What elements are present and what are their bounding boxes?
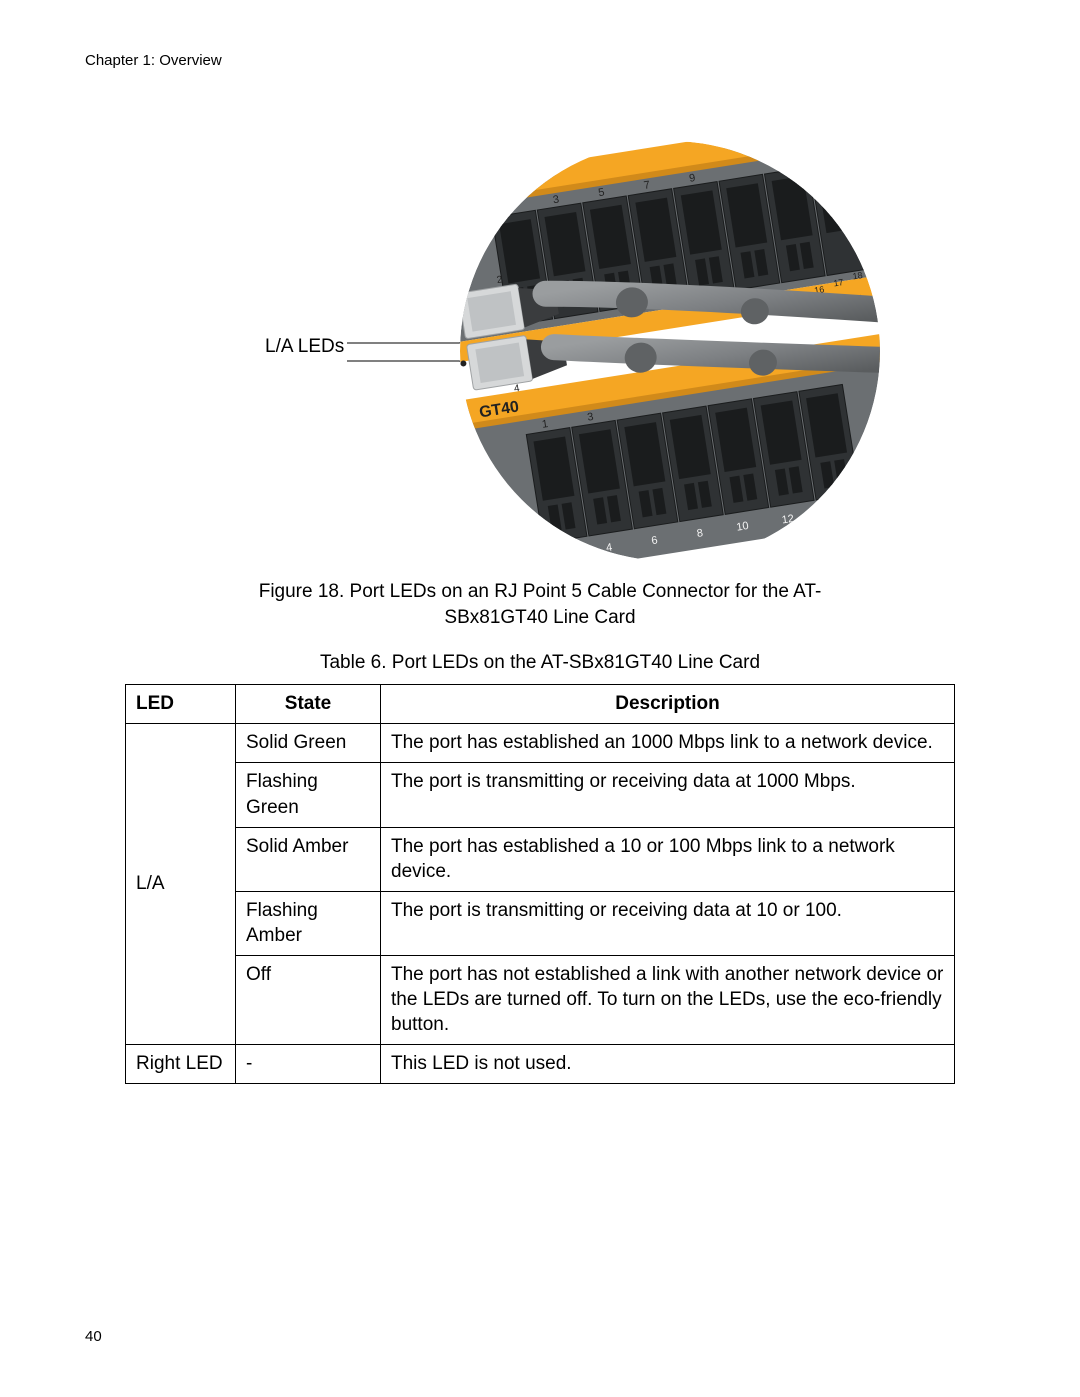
svg-text:14: 14 [826, 506, 840, 520]
table-caption: Table 6. Port LEDs on the AT-SBx81GT40 L… [85, 652, 995, 674]
cell-desc: The port has established an 1000 Mbps li… [381, 724, 955, 763]
figure-block: L/A LEDs [85, 141, 995, 561]
cell-desc: The port is transmitting or receiving da… [381, 891, 955, 955]
figure-caption-line1: Figure 18. Port LEDs on an RJ Point 5 Ca… [259, 581, 822, 602]
cell-state: Off [236, 955, 381, 1044]
cell-state: - [236, 1045, 381, 1084]
cell-led: L/A [126, 724, 236, 1045]
table-row: Solid Amber The port has established a 1… [126, 827, 955, 891]
cell-desc: The port has established a 10 or 100 Mbp… [381, 827, 955, 891]
col-header-desc: Description [381, 685, 955, 724]
svg-text:17: 17 [833, 277, 844, 288]
cell-desc: This LED is not used. [381, 1045, 955, 1084]
svg-text:2: 2 [560, 549, 568, 561]
cell-state: Flashing Green [236, 763, 381, 827]
device-illustration: 40 1 3 5 7 9 [460, 141, 880, 561]
table-row: Off The port has not established a link … [126, 955, 955, 1044]
figure-callout-label: L/A LEDs [265, 336, 344, 358]
table-row: Right LED - This LED is not used. [126, 1045, 955, 1084]
cell-desc: The port has not established a link with… [381, 955, 955, 1044]
table-row: L/A Solid Green The port has established… [126, 724, 955, 763]
figure-caption-line2: SBx81GT40 Line Card [444, 607, 635, 628]
led-table: LED State Description L/A Solid Green Th… [125, 684, 955, 1084]
col-header-led: LED [126, 685, 236, 724]
cell-state: Solid Amber [236, 827, 381, 891]
chapter-header: Chapter 1: Overview [85, 52, 995, 69]
device-top-label: 40 [461, 182, 481, 202]
cell-led: Right LED [126, 1045, 236, 1084]
svg-text:10: 10 [736, 520, 750, 534]
table-row: Flashing Green The port is transmitting … [126, 763, 955, 827]
cell-desc: The port is transmitting or receiving da… [381, 763, 955, 827]
svg-text:12: 12 [781, 513, 795, 527]
cell-state: Flashing Amber [236, 891, 381, 955]
table-row: Flashing Amber The port is transmitting … [126, 891, 955, 955]
table-header-row: LED State Description [126, 685, 955, 724]
cell-state: Solid Green [236, 724, 381, 763]
svg-text:1: 1 [507, 201, 515, 214]
svg-text:18: 18 [852, 270, 863, 281]
page-number: 40 [85, 1328, 102, 1345]
col-header-state: State [236, 685, 381, 724]
figure-caption: Figure 18. Port LEDs on an RJ Point 5 Ca… [85, 579, 995, 630]
